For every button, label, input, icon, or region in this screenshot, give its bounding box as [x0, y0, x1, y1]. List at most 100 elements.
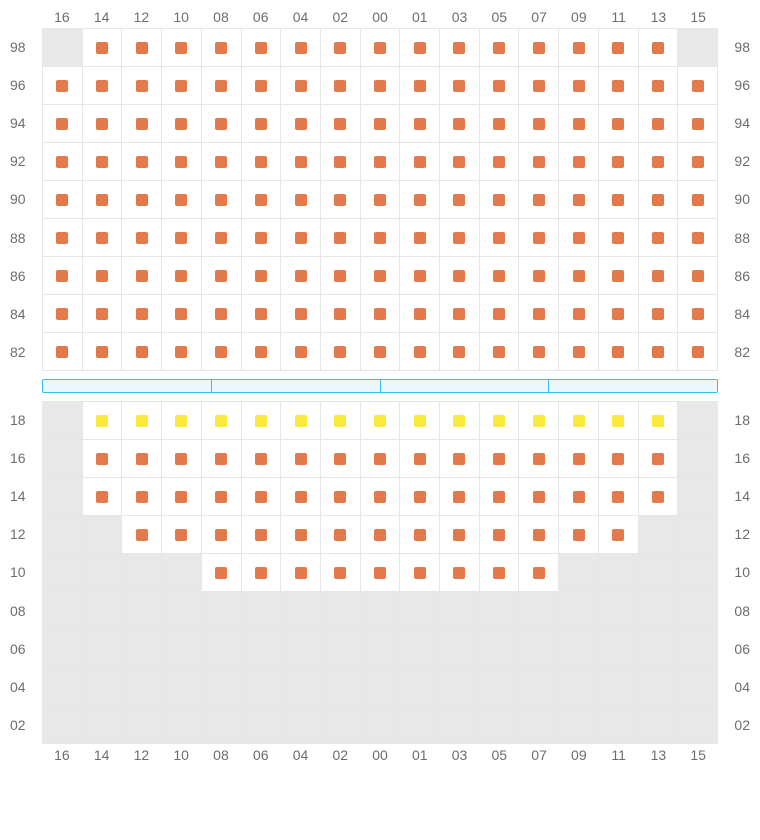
- seat-cell[interactable]: [519, 257, 559, 295]
- seat-orange[interactable]: [414, 308, 426, 320]
- seat-orange[interactable]: [136, 346, 148, 358]
- seat-cell[interactable]: [122, 440, 162, 478]
- seat-orange[interactable]: [573, 346, 585, 358]
- seat-orange[interactable]: [215, 346, 227, 358]
- seat-cell[interactable]: [43, 105, 83, 143]
- seat-cell[interactable]: [202, 295, 242, 333]
- seat-orange[interactable]: [215, 453, 227, 465]
- seat-cell[interactable]: [43, 257, 83, 295]
- seat-orange[interactable]: [414, 529, 426, 541]
- seat-orange[interactable]: [56, 118, 68, 130]
- seat-orange[interactable]: [175, 529, 187, 541]
- seat-orange[interactable]: [136, 453, 148, 465]
- seat-cell[interactable]: [639, 219, 679, 257]
- seat-orange[interactable]: [573, 308, 585, 320]
- seat-orange[interactable]: [56, 194, 68, 206]
- seat-orange[interactable]: [533, 156, 545, 168]
- seat-orange[interactable]: [295, 453, 307, 465]
- seat-yellow[interactable]: [652, 415, 664, 427]
- seat-cell[interactable]: [519, 554, 559, 592]
- seat-orange[interactable]: [334, 232, 346, 244]
- seat-cell[interactable]: [361, 181, 401, 219]
- seat-orange[interactable]: [295, 156, 307, 168]
- seat-cell[interactable]: [519, 440, 559, 478]
- seat-orange[interactable]: [414, 346, 426, 358]
- seat-cell[interactable]: [361, 143, 401, 181]
- seat-cell[interactable]: [440, 295, 480, 333]
- seat-orange[interactable]: [652, 453, 664, 465]
- seat-orange[interactable]: [295, 80, 307, 92]
- seat-cell[interactable]: [43, 67, 83, 105]
- seat-cell[interactable]: [480, 257, 520, 295]
- seat-cell[interactable]: [678, 295, 718, 333]
- seat-cell[interactable]: [519, 516, 559, 554]
- seat-cell[interactable]: [400, 29, 440, 67]
- seat-cell[interactable]: [519, 67, 559, 105]
- seat-cell[interactable]: [599, 29, 639, 67]
- seat-cell[interactable]: [321, 181, 361, 219]
- seat-cell[interactable]: [519, 478, 559, 516]
- seat-cell[interactable]: [361, 67, 401, 105]
- seat-cell[interactable]: [43, 143, 83, 181]
- seat-cell[interactable]: [361, 478, 401, 516]
- seat-orange[interactable]: [374, 567, 386, 579]
- seat-cell[interactable]: [321, 105, 361, 143]
- seat-orange[interactable]: [612, 80, 624, 92]
- seat-cell[interactable]: [122, 29, 162, 67]
- seat-orange[interactable]: [255, 529, 267, 541]
- seat-cell[interactable]: [242, 554, 282, 592]
- seat-orange[interactable]: [295, 308, 307, 320]
- seat-orange[interactable]: [56, 156, 68, 168]
- seat-orange[interactable]: [493, 529, 505, 541]
- seat-orange[interactable]: [573, 118, 585, 130]
- seat-cell[interactable]: [321, 257, 361, 295]
- seat-orange[interactable]: [96, 194, 108, 206]
- seat-orange[interactable]: [334, 491, 346, 503]
- seat-cell[interactable]: [678, 105, 718, 143]
- seat-cell[interactable]: [242, 402, 282, 440]
- seat-cell[interactable]: [400, 554, 440, 592]
- seat-cell[interactable]: [480, 67, 520, 105]
- seat-orange[interactable]: [175, 118, 187, 130]
- seat-cell[interactable]: [440, 105, 480, 143]
- seat-cell[interactable]: [519, 181, 559, 219]
- seat-orange[interactable]: [136, 270, 148, 282]
- seat-cell[interactable]: [440, 554, 480, 592]
- seat-orange[interactable]: [453, 80, 465, 92]
- seat-cell[interactable]: [281, 440, 321, 478]
- seat-cell[interactable]: [678, 143, 718, 181]
- seat-orange[interactable]: [255, 80, 267, 92]
- seat-cell[interactable]: [242, 181, 282, 219]
- seat-orange[interactable]: [136, 80, 148, 92]
- seat-orange[interactable]: [136, 156, 148, 168]
- seat-cell[interactable]: [281, 295, 321, 333]
- seat-orange[interactable]: [652, 118, 664, 130]
- seat-orange[interactable]: [414, 156, 426, 168]
- seat-orange[interactable]: [255, 453, 267, 465]
- seat-orange[interactable]: [96, 118, 108, 130]
- seat-cell[interactable]: [400, 440, 440, 478]
- seat-cell[interactable]: [321, 478, 361, 516]
- seat-cell[interactable]: [559, 219, 599, 257]
- seat-orange[interactable]: [334, 42, 346, 54]
- seat-orange[interactable]: [96, 156, 108, 168]
- seat-cell[interactable]: [361, 295, 401, 333]
- seat-orange[interactable]: [334, 156, 346, 168]
- seat-cell[interactable]: [122, 333, 162, 371]
- seat-cell[interactable]: [43, 333, 83, 371]
- seat-orange[interactable]: [612, 491, 624, 503]
- seat-orange[interactable]: [374, 194, 386, 206]
- seat-orange[interactable]: [56, 232, 68, 244]
- seat-cell[interactable]: [83, 143, 123, 181]
- seat-orange[interactable]: [612, 346, 624, 358]
- seat-cell[interactable]: [639, 67, 679, 105]
- seat-orange[interactable]: [533, 232, 545, 244]
- seat-cell[interactable]: [122, 67, 162, 105]
- seat-cell[interactable]: [361, 554, 401, 592]
- seat-orange[interactable]: [692, 270, 704, 282]
- seat-cell[interactable]: [599, 257, 639, 295]
- seat-orange[interactable]: [374, 453, 386, 465]
- seat-cell[interactable]: [480, 181, 520, 219]
- seat-cell[interactable]: [440, 333, 480, 371]
- seat-orange[interactable]: [215, 270, 227, 282]
